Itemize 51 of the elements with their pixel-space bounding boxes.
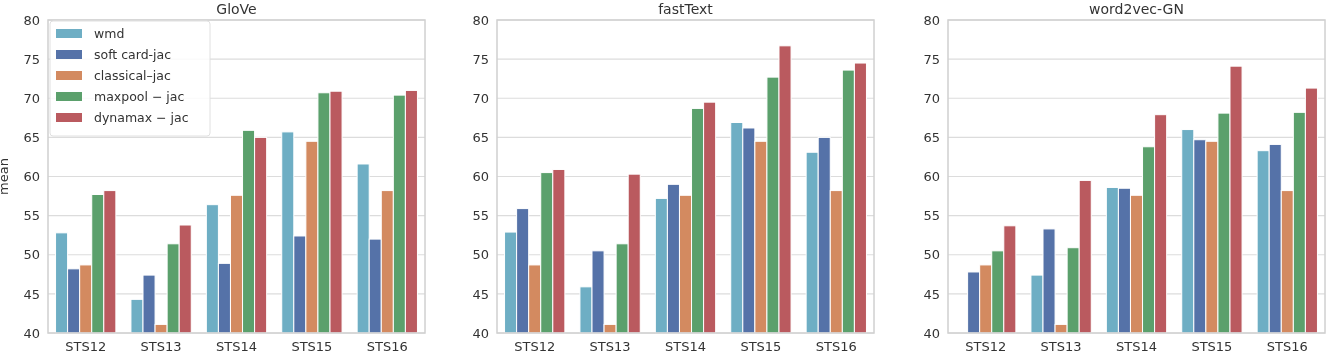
y-tick-label: 65: [923, 130, 940, 146]
y-tick-label: 55: [923, 208, 940, 224]
x-tick-label: STS13: [140, 339, 182, 355]
y-tick-label: 40: [923, 325, 940, 341]
chart-title: GloVe: [216, 1, 257, 17]
y-axis-title: mean: [0, 158, 11, 195]
y-tick-label: 40: [472, 325, 489, 341]
y-tick-label: 60: [472, 169, 489, 185]
y-tick-label: 50: [923, 247, 940, 263]
y-tick-label: 45: [923, 286, 940, 302]
y-tick-label: 75: [23, 51, 40, 67]
x-tick-label: STS14: [665, 339, 706, 355]
x-tick-label: STS16: [815, 339, 857, 355]
legend-label: soft card-jac: [94, 47, 172, 62]
legend-label: classical–jac: [94, 68, 171, 83]
y-tick-label: 80: [23, 12, 40, 28]
y-tick-label: 55: [472, 208, 489, 224]
legend-label: dynamax − jac: [94, 110, 189, 125]
chart-title: fastText: [658, 1, 714, 17]
y-tick-label: 50: [472, 247, 489, 263]
x-tick-label: STS15: [1191, 339, 1233, 355]
y-tick-label: 60: [923, 169, 940, 185]
y-tick-label: 55: [23, 208, 40, 224]
x-tick-label: STS16: [1266, 339, 1308, 355]
y-tick-label: 65: [23, 130, 40, 146]
x-tick-label: STS14: [216, 339, 257, 355]
x-tick-label: STS12: [514, 339, 556, 355]
y-tick-label: 70: [472, 90, 489, 106]
y-tick-label: 75: [472, 51, 489, 67]
y-tick-label: 75: [923, 51, 940, 67]
x-tick-label: STS12: [65, 339, 107, 355]
y-tick-label: 80: [923, 12, 940, 28]
y-tick-label: 80: [472, 12, 489, 28]
legend-label: maxpool − jac: [94, 89, 185, 104]
x-tick-label: STS13: [1040, 339, 1082, 355]
x-tick-label: STS15: [291, 339, 333, 355]
y-tick-label: 40: [23, 325, 40, 341]
x-tick-label: STS14: [1116, 339, 1157, 355]
y-tick-label: 50: [23, 247, 40, 263]
y-tick-label: 45: [472, 286, 489, 302]
x-tick-label: STS12: [965, 339, 1007, 355]
y-tick-label: 70: [23, 90, 40, 106]
x-tick-label: STS13: [589, 339, 631, 355]
chart-title: word2vec-GN: [1089, 1, 1184, 17]
y-tick-label: 70: [923, 90, 940, 106]
x-tick-label: STS16: [366, 339, 408, 355]
legend-label: wmd: [94, 26, 125, 41]
x-tick-label: STS15: [740, 339, 782, 355]
y-tick-label: 60: [23, 169, 40, 185]
y-tick-label: 45: [23, 286, 40, 302]
y-tick-label: 65: [472, 130, 489, 146]
